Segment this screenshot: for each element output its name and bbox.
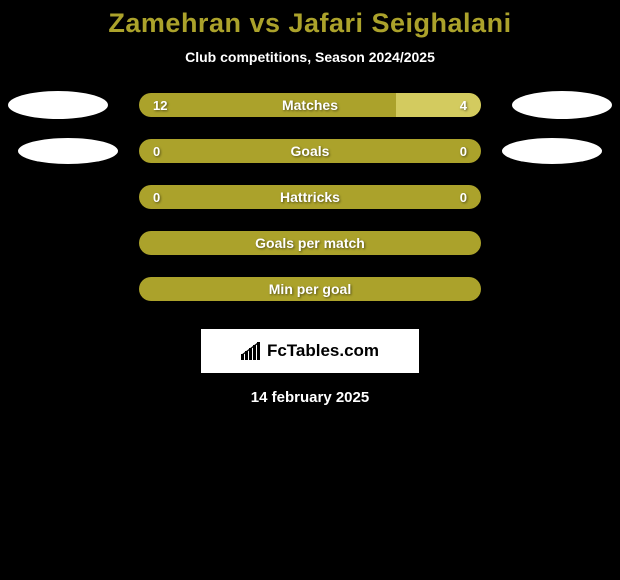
stat-rows: 12Matches40Goals00Hattricks0Goals per ma… [0, 93, 620, 323]
stat-label: Goals [139, 143, 481, 159]
stat-row: Goals per match [0, 231, 620, 255]
stat-row: 0Goals0 [0, 139, 620, 163]
logo: FcTables.com [241, 341, 379, 361]
stat-bar: Goals per match [139, 231, 481, 255]
stat-value-right: 0 [460, 144, 467, 159]
stat-label: Hattricks [139, 189, 481, 205]
stat-bar: 0Hattricks0 [139, 185, 481, 209]
stat-row: 0Hattricks0 [0, 185, 620, 209]
comparison-infographic: Zamehran vs Jafari Seighalani Club compe… [0, 0, 620, 406]
stat-value-right: 4 [460, 98, 467, 113]
stat-row: Min per goal [0, 277, 620, 301]
logo-suffix: Tables.com [287, 341, 379, 360]
player-right-marker [512, 91, 612, 119]
logo-box: FcTables.com [201, 329, 419, 373]
stat-label: Matches [139, 97, 481, 113]
player-left-marker [18, 138, 118, 164]
page-subtitle: Club competitions, Season 2024/2025 [185, 49, 435, 65]
stat-row: 12Matches4 [0, 93, 620, 117]
player-right-marker [502, 138, 602, 164]
chart-bars-icon [241, 342, 263, 360]
date-text: 14 february 2025 [251, 389, 369, 406]
page-title: Zamehran vs Jafari Seighalani [108, 8, 511, 39]
stat-label: Goals per match [139, 235, 481, 251]
player-left-marker [8, 91, 108, 119]
stat-value-right: 0 [460, 190, 467, 205]
stat-bar: 0Goals0 [139, 139, 481, 163]
stat-label: Min per goal [139, 281, 481, 297]
stat-bar: Min per goal [139, 277, 481, 301]
stat-bar: 12Matches4 [139, 93, 481, 117]
logo-prefix: Fc [267, 341, 287, 360]
